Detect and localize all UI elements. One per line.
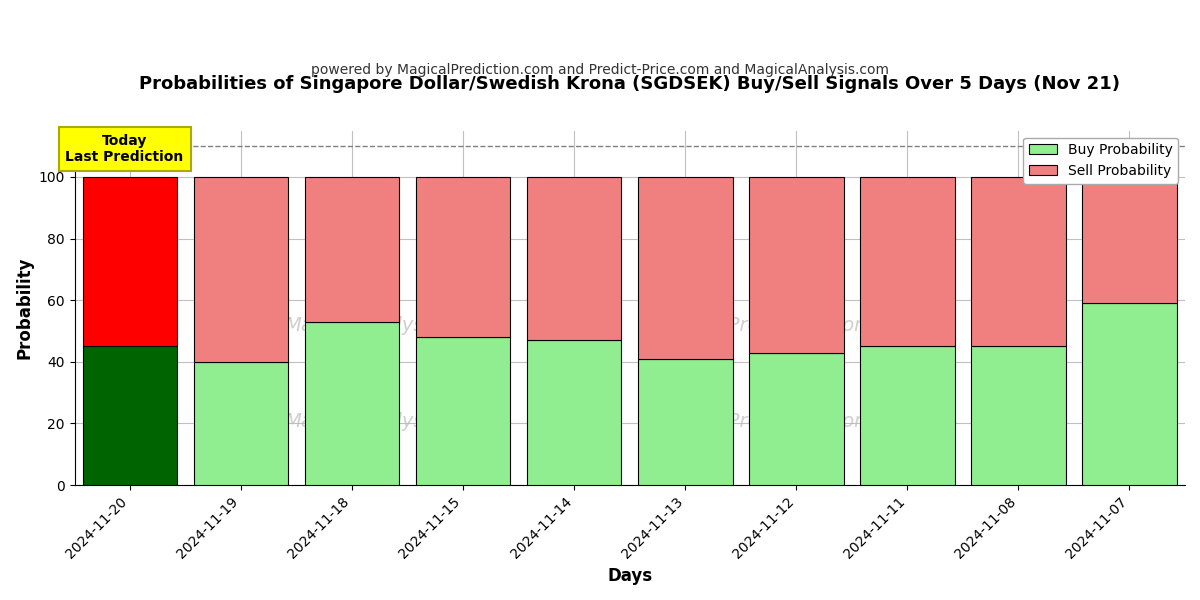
Text: MagicalAnalysis.com: MagicalAnalysis.com [284, 412, 487, 431]
Bar [194, 362, 288, 485]
Y-axis label: Probability: Probability [16, 257, 34, 359]
Bar [527, 340, 622, 485]
Text: MagicalAnalysis.com: MagicalAnalysis.com [284, 316, 487, 335]
Text: Today
Last Prediction: Today Last Prediction [66, 134, 184, 164]
Bar [638, 359, 732, 485]
Bar [749, 177, 844, 353]
Title: Probabilities of Singapore Dollar/Swedish Krona (SGDSEK) Buy/Sell Signals Over 5: Probabilities of Singapore Dollar/Swedis… [139, 75, 1121, 93]
X-axis label: Days: Days [607, 567, 653, 585]
Bar [860, 177, 955, 346]
Bar [638, 177, 732, 359]
Bar [971, 346, 1066, 485]
Text: powered by MagicalPrediction.com and Predict-Price.com and MagicalAnalysis.com: powered by MagicalPrediction.com and Pre… [311, 63, 889, 77]
Bar [416, 177, 510, 337]
Text: MagicalPrediction.com: MagicalPrediction.com [653, 316, 874, 335]
Bar [83, 346, 178, 485]
Bar [749, 353, 844, 485]
Bar [527, 177, 622, 340]
Bar [305, 322, 400, 485]
Legend: Buy Probability, Sell Probability: Buy Probability, Sell Probability [1024, 137, 1178, 184]
Bar [83, 177, 178, 346]
Bar [305, 177, 400, 322]
Bar [1082, 303, 1177, 485]
Bar [1082, 177, 1177, 303]
Bar [860, 346, 955, 485]
Bar [194, 177, 288, 362]
Text: MagicalPrediction.com: MagicalPrediction.com [653, 412, 874, 431]
Bar [416, 337, 510, 485]
Bar [971, 177, 1066, 346]
